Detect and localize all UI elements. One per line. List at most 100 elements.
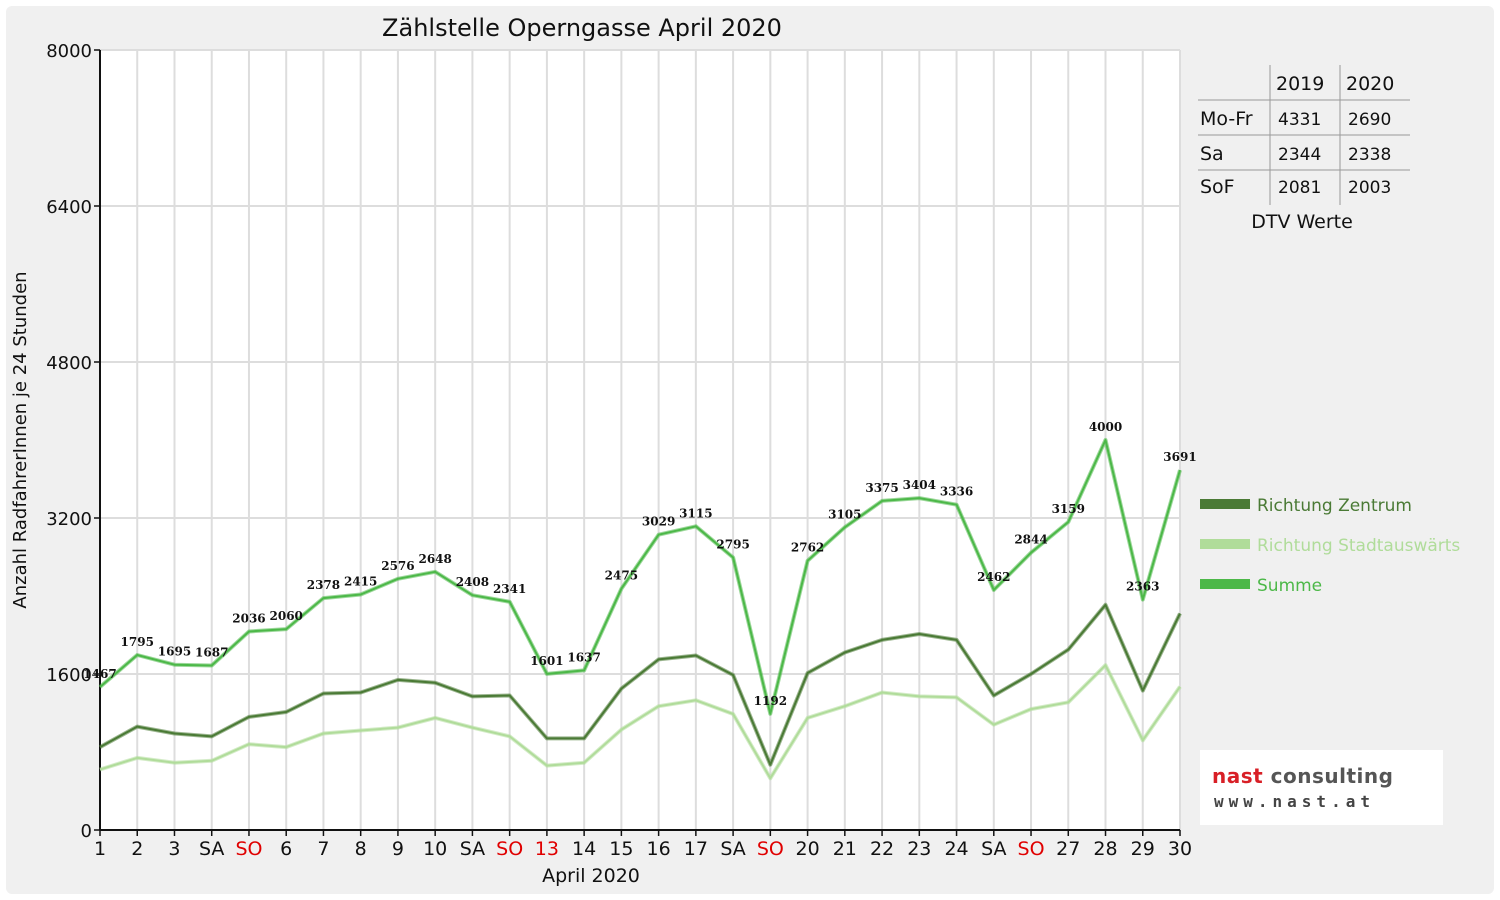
- data-label: 2341: [493, 582, 526, 596]
- legend-swatch: [1200, 539, 1250, 549]
- legend-label: Richtung Zentrum: [1257, 496, 1412, 516]
- x-tick-label: SO: [1018, 838, 1045, 860]
- table-header-2020: 2020: [1346, 73, 1394, 95]
- x-tick-label: 20: [795, 838, 819, 860]
- data-label: 1192: [754, 694, 787, 708]
- y-axis-label: Anzahl RadfahrerInnen je 24 Stunden: [10, 271, 31, 608]
- table-cell: 4331: [1278, 110, 1321, 130]
- x-tick-label: 6: [280, 838, 292, 860]
- x-tick-label: 3: [168, 838, 180, 860]
- y-tick-label: 3200: [46, 509, 92, 530]
- table-row-label: Mo-Fr: [1200, 108, 1253, 130]
- data-label: 2648: [418, 552, 451, 566]
- y-tick-label: 0: [81, 821, 92, 842]
- x-tick-label: SO: [235, 838, 262, 860]
- data-label: 1637: [567, 650, 600, 664]
- data-label: 1695: [158, 645, 191, 659]
- series-line-summe: [99, 439, 1181, 715]
- logo-brand-nast: nast: [1212, 764, 1264, 788]
- table-cell: 2003: [1348, 178, 1391, 198]
- table-row-label: SoF: [1200, 176, 1235, 198]
- table-caption: DTV Werte: [1251, 211, 1353, 233]
- data-label: 4000: [1089, 420, 1122, 434]
- x-tick-label: 9: [392, 838, 404, 860]
- data-label: 3105: [828, 507, 861, 521]
- data-label: 3336: [940, 485, 973, 499]
- plot-area: [100, 50, 1180, 830]
- y-tick-label: 8000: [46, 41, 92, 62]
- y-axis-ticks: 0 1600 3200 4800 6400 8000: [46, 41, 100, 842]
- y-tick-label: 4800: [46, 353, 92, 374]
- x-tick-label: 8: [355, 838, 367, 860]
- legend-label: Richtung Stadtauswärts: [1257, 536, 1460, 556]
- x-tick-label: 28: [1093, 838, 1117, 860]
- data-label: 2408: [456, 575, 489, 589]
- dtv-table: 2019 2020 Mo-Fr 4331 2690 Sa 2344 2338 S…: [1198, 65, 1410, 233]
- series-line-zentrum: [99, 603, 1181, 766]
- data-label: 3159: [1052, 502, 1085, 516]
- data-label: 2795: [716, 537, 749, 551]
- logo-brand-consulting: consulting: [1263, 764, 1394, 788]
- data-label: 2415: [344, 575, 377, 589]
- x-tick-label: 1: [94, 838, 106, 860]
- x-axis-ticks: 1 2 3 SA SO 6 7 8 9 10 SA SO 13 14 15 16 17 SA SO 20 21 22 23 2…: [94, 830, 1192, 860]
- data-label: 1795: [121, 635, 154, 649]
- table-cell: 2690: [1348, 110, 1391, 130]
- data-label: 2378: [307, 578, 340, 592]
- table-cell: 2081: [1278, 178, 1321, 198]
- x-tick-label: 29: [1131, 838, 1155, 860]
- x-tick-label: 13: [535, 838, 559, 860]
- y-tick-label: 1600: [46, 665, 92, 686]
- x-tick-label: 10: [423, 838, 447, 860]
- x-tick-label: 16: [647, 838, 671, 860]
- table-row-label: Sa: [1200, 143, 1224, 165]
- data-label: 1687: [195, 646, 228, 660]
- x-tick-label: SA: [199, 838, 224, 860]
- x-tick-label: SA: [981, 838, 1006, 860]
- x-tick-label: 21: [833, 838, 857, 860]
- data-label: 3691: [1163, 450, 1196, 464]
- data-label: 2576: [381, 559, 414, 573]
- data-label: 1601: [530, 654, 563, 668]
- data-label: 2060: [270, 609, 303, 623]
- x-tick-label: 30: [1168, 838, 1192, 860]
- table-cell: 2338: [1348, 145, 1391, 165]
- data-label: 2036: [232, 611, 265, 625]
- x-tick-label: SO: [757, 838, 784, 860]
- logo: nast consulting www.nast.at: [1200, 750, 1443, 825]
- table-header-2019: 2019: [1276, 73, 1324, 95]
- x-tick-label: 22: [870, 838, 894, 860]
- data-label: 3115: [679, 506, 712, 520]
- data-label: 2475: [605, 569, 638, 583]
- table-cell: 2344: [1278, 145, 1321, 165]
- x-tick-label: 2: [131, 838, 143, 860]
- x-axis-label: April 2020: [542, 865, 640, 887]
- x-tick-label: 23: [907, 838, 931, 860]
- legend-label: Summe: [1257, 576, 1322, 596]
- data-label: 3029: [642, 515, 675, 529]
- y-tick-label: 6400: [46, 197, 92, 218]
- data-labels: 1467 1795 1695 1687 2036 2060 2378 2415 2576 2648…: [83, 420, 1196, 708]
- x-tick-label: 17: [684, 838, 708, 860]
- data-label: 2844: [1014, 533, 1047, 547]
- data-label: 3404: [903, 478, 936, 492]
- x-tick-label: SA: [460, 838, 485, 860]
- x-tick-label: SO: [496, 838, 523, 860]
- x-tick-label: 14: [572, 838, 596, 860]
- x-tick-label: 15: [609, 838, 633, 860]
- data-label: 2462: [977, 570, 1010, 584]
- x-tick-label: 7: [317, 838, 329, 860]
- logo-brand: nast consulting: [1212, 764, 1393, 788]
- legend-swatch: [1200, 499, 1250, 509]
- legend-swatch: [1200, 579, 1250, 589]
- x-tick-label: 27: [1056, 838, 1080, 860]
- chart-title: Zählstelle Operngasse April 2020: [382, 14, 782, 42]
- series-lines: [98, 438, 1182, 781]
- x-tick-label: SA: [720, 838, 745, 860]
- grid: [100, 49, 1181, 830]
- x-tick-label: 24: [944, 838, 968, 860]
- series-line-stadtauswaerts: [99, 664, 1181, 780]
- axes: [99, 50, 1180, 831]
- logo-url: www.nast.at: [1214, 792, 1375, 811]
